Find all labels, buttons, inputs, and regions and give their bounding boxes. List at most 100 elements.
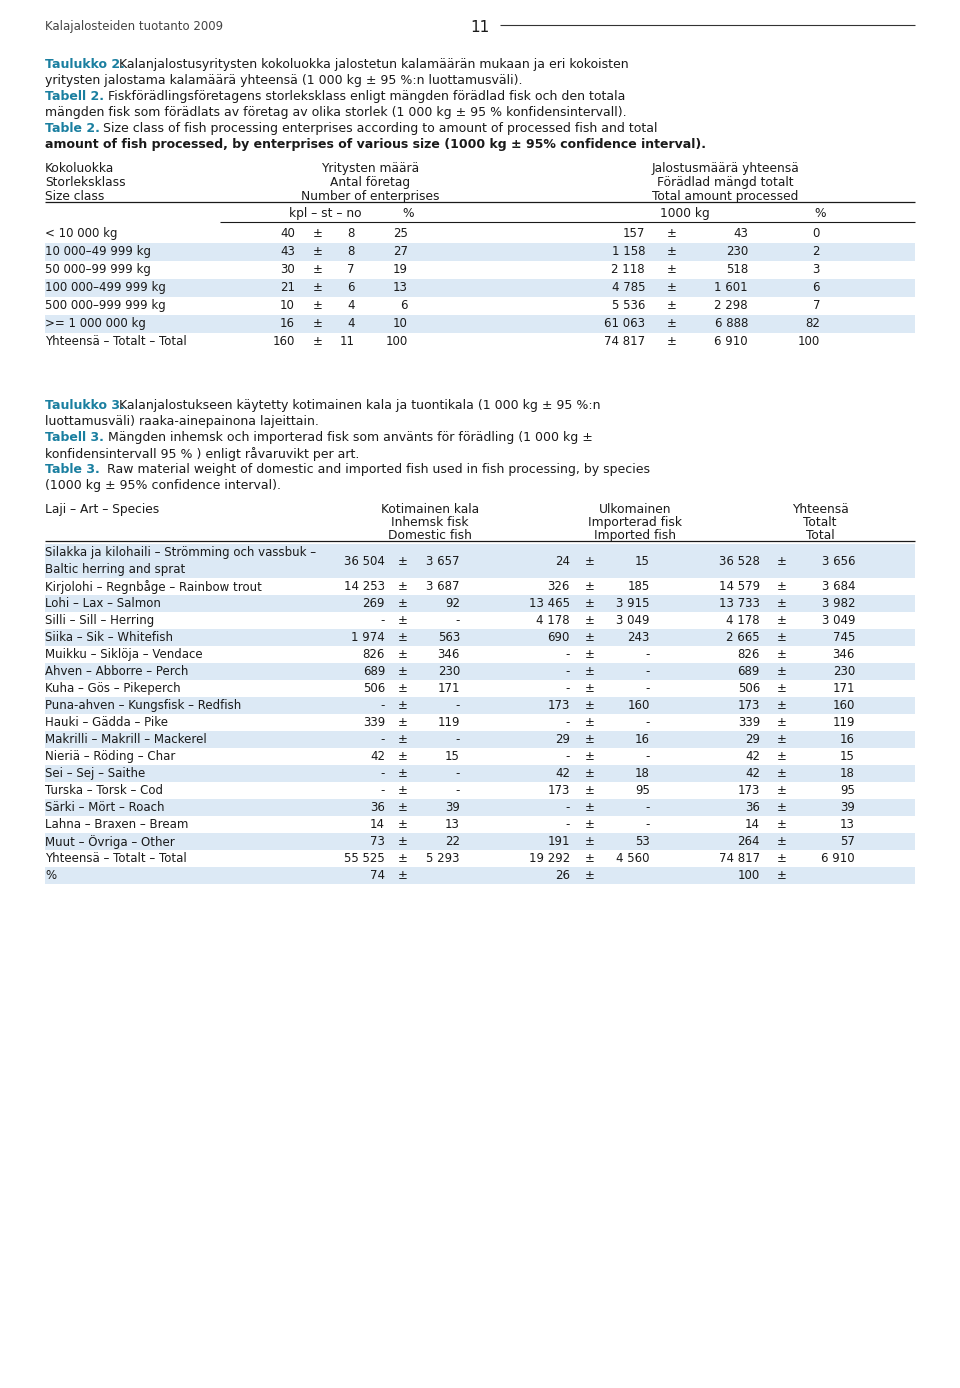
Text: 563: 563 [438, 632, 460, 644]
Text: 95: 95 [636, 784, 650, 797]
Text: 230: 230 [726, 246, 748, 258]
Text: 14 579: 14 579 [719, 580, 760, 593]
Text: 7: 7 [348, 262, 355, 276]
Text: 27: 27 [393, 246, 408, 258]
Text: 74: 74 [370, 869, 385, 881]
Text: ±: ± [585, 632, 595, 644]
Text: -: - [456, 784, 460, 797]
Text: 57: 57 [840, 836, 855, 848]
Text: 100: 100 [798, 335, 820, 348]
Text: ±: ± [585, 869, 595, 881]
Text: Jalostusmäärä yhteensä: Jalostusmäärä yhteensä [651, 162, 799, 175]
Text: -: - [456, 613, 460, 627]
Bar [45, 765, 915, 781]
Text: -: - [646, 665, 650, 677]
Text: ±: ± [777, 613, 787, 627]
Text: Yhteensä – Totalt – Total: Yhteensä – Totalt – Total [45, 852, 187, 865]
Text: Siika – Sik – Whitefish: Siika – Sik – Whitefish [45, 632, 173, 644]
Text: 1 601: 1 601 [714, 280, 748, 294]
Text: mängden fisk som förädlats av företag av olika storlek (1 000 kg ± 95 % konfiden: mängden fisk som förädlats av företag av… [45, 105, 627, 119]
Text: ±: ± [585, 555, 595, 568]
Text: 826: 826 [737, 648, 760, 661]
Text: Tabell 3.: Tabell 3. [45, 432, 104, 444]
Text: ±: ± [398, 682, 408, 695]
Text: Kirjolohi – Regnbåge – Rainbow trout: Kirjolohi – Regnbåge – Rainbow trout [45, 580, 262, 594]
Text: -: - [646, 716, 650, 729]
Text: ±: ± [585, 750, 595, 763]
Text: 6 888: 6 888 [714, 316, 748, 330]
Text: Size class of fish processing enterprises according to amount of processed fish : Size class of fish processing enterprise… [103, 122, 658, 135]
Text: ±: ± [398, 700, 408, 712]
Text: ±: ± [585, 613, 595, 627]
Text: 14: 14 [370, 818, 385, 831]
Text: -: - [565, 665, 570, 677]
Text: 50 000–99 999 kg: 50 000–99 999 kg [45, 262, 151, 276]
Text: 29: 29 [555, 733, 570, 745]
Text: Kalanjalostukseen käytetty kotimainen kala ja tuontikala (1 000 kg ± 95 %:n: Kalanjalostukseen käytetty kotimainen ka… [119, 398, 601, 412]
Text: 8: 8 [348, 246, 355, 258]
Text: 745: 745 [832, 632, 855, 644]
Text: 39: 39 [840, 801, 855, 813]
Text: 11: 11 [470, 19, 490, 35]
Text: 13: 13 [840, 818, 855, 831]
Text: 36: 36 [745, 801, 760, 813]
Text: ±: ± [667, 228, 677, 240]
Text: ±: ± [777, 632, 787, 644]
Text: ±: ± [585, 682, 595, 695]
Text: 191: 191 [547, 836, 570, 848]
Text: 6 910: 6 910 [822, 852, 855, 865]
Text: ±: ± [777, 818, 787, 831]
Text: -: - [565, 750, 570, 763]
Text: ±: ± [777, 700, 787, 712]
Text: 14 253: 14 253 [344, 580, 385, 593]
Text: -: - [456, 700, 460, 712]
Text: ±: ± [398, 836, 408, 848]
Text: 2 118: 2 118 [612, 262, 645, 276]
Text: ±: ± [585, 733, 595, 745]
Text: 6: 6 [348, 280, 355, 294]
Text: 100: 100 [737, 869, 760, 881]
Text: Kuha – Gös – Pikeperch: Kuha – Gös – Pikeperch [45, 682, 180, 695]
Text: ±: ± [777, 852, 787, 865]
Text: ±: ± [777, 597, 787, 609]
Text: 74 817: 74 817 [604, 335, 645, 348]
Text: 22: 22 [445, 836, 460, 848]
Bar [45, 731, 915, 748]
Text: amount of fish processed, by enterprises of various size (1000 kg ± 95% confiden: amount of fish processed, by enterprises… [45, 137, 706, 151]
Text: ±: ± [777, 555, 787, 568]
Text: 160: 160 [832, 700, 855, 712]
Text: 13 465: 13 465 [529, 597, 570, 609]
Bar [45, 315, 915, 333]
Text: ±: ± [398, 818, 408, 831]
Text: Yritysten määrä: Yritysten määrä [321, 162, 420, 175]
Text: ±: ± [777, 768, 787, 780]
Text: -: - [565, 818, 570, 831]
Text: 826: 826 [363, 648, 385, 661]
Text: Turska – Torsk – Cod: Turska – Torsk – Cod [45, 784, 163, 797]
Bar [45, 279, 915, 297]
Text: 74 817: 74 817 [719, 852, 760, 865]
Text: ±: ± [585, 648, 595, 661]
Text: ±: ± [398, 555, 408, 568]
Text: Importerad fisk: Importerad fisk [588, 516, 682, 529]
Text: Storleksklass: Storleksklass [45, 176, 126, 189]
Bar [45, 833, 915, 849]
Text: 1 158: 1 158 [612, 246, 645, 258]
Text: 1 974: 1 974 [351, 632, 385, 644]
Text: 8: 8 [348, 228, 355, 240]
Text: 55 525: 55 525 [345, 852, 385, 865]
Text: 3 657: 3 657 [426, 555, 460, 568]
Text: Imported fish: Imported fish [594, 529, 676, 541]
Text: ±: ± [667, 280, 677, 294]
Text: ±: ± [585, 716, 595, 729]
Text: Table 3.: Table 3. [45, 464, 100, 476]
Text: kpl – st – no: kpl – st – no [289, 207, 361, 221]
Text: ±: ± [667, 246, 677, 258]
Text: Table 2.: Table 2. [45, 122, 100, 135]
Text: ±: ± [398, 869, 408, 881]
Text: Number of enterprises: Number of enterprises [300, 190, 440, 203]
Text: 4 178: 4 178 [727, 613, 760, 627]
Text: 3 982: 3 982 [822, 597, 855, 609]
Text: 173: 173 [547, 784, 570, 797]
Text: ±: ± [777, 869, 787, 881]
